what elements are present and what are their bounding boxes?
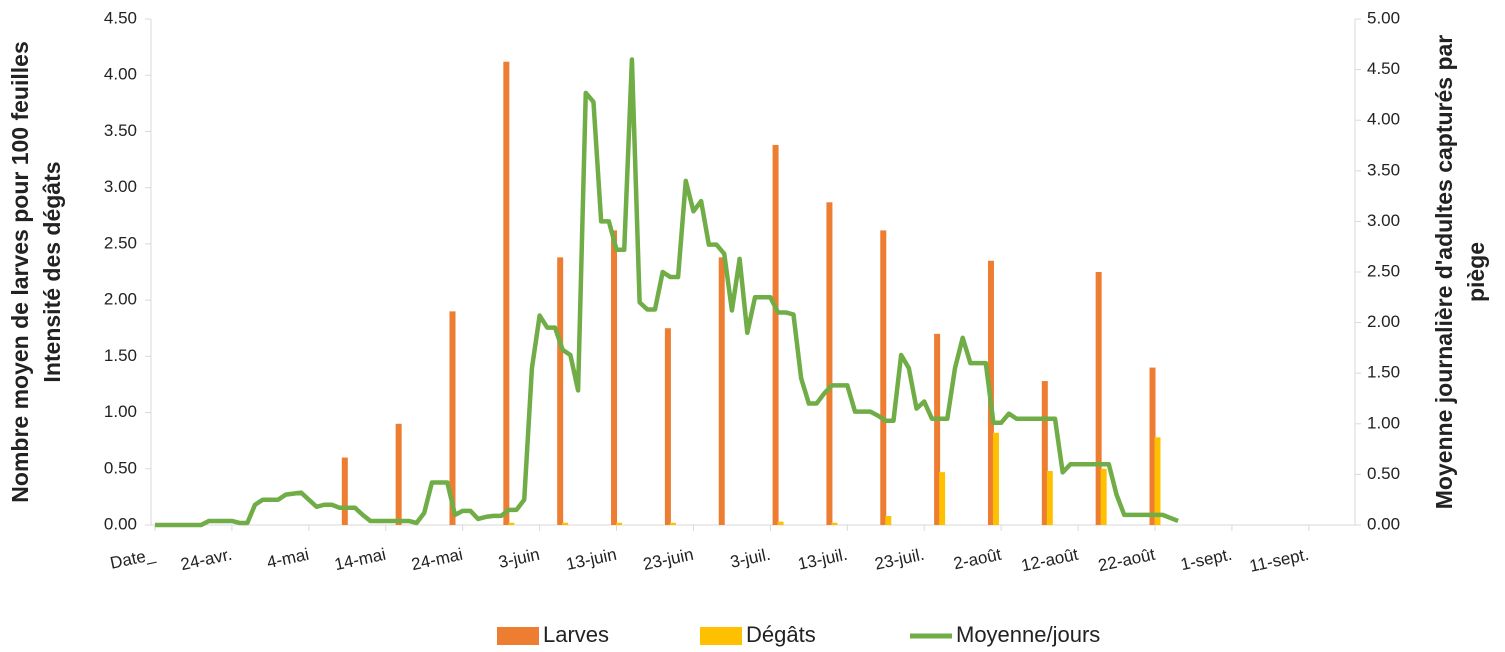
x-tick-label: 23-juin xyxy=(641,545,695,574)
legend-label: Dégâts xyxy=(746,622,816,647)
y-tick-label: 0.00 xyxy=(104,514,137,533)
y-axis-title: Nombre moyen de larves pour 100 feuilles xyxy=(7,41,33,502)
bar xyxy=(616,522,623,525)
y-tick-label: 2.50 xyxy=(104,233,137,252)
x-tick-label: 4-mai xyxy=(265,545,311,572)
bar xyxy=(557,257,564,525)
x-tick-label: 24-avr. xyxy=(179,545,234,574)
bar xyxy=(562,522,569,525)
bar xyxy=(611,230,618,525)
bar xyxy=(669,522,676,525)
y2-tick-label: 3.00 xyxy=(1367,211,1400,230)
x-tick-label: 3-juil. xyxy=(728,545,772,572)
y-tick-label: 3.50 xyxy=(104,121,137,140)
x-tick-label: 3-juin xyxy=(497,545,542,572)
y2-axis-title: Moyenne journalière d'adultes capturés p… xyxy=(1431,35,1457,510)
line-series xyxy=(155,57,1179,528)
y2-tick-label: 4.00 xyxy=(1367,110,1400,129)
y2-tick-label: 0.00 xyxy=(1367,514,1400,533)
bar xyxy=(664,328,671,525)
bar xyxy=(934,333,941,525)
y2-tick-label: 4.50 xyxy=(1367,59,1400,78)
legend-swatch xyxy=(497,627,539,645)
y-tick-label: 4.50 xyxy=(104,8,137,27)
x-tick-label: 14-mai xyxy=(333,545,388,574)
bar xyxy=(1046,471,1053,525)
y-tick-label: 1.50 xyxy=(104,346,137,365)
x-tick-label: 1-sept. xyxy=(1179,545,1234,574)
bar xyxy=(1149,367,1156,525)
x-tick-label: 22-août xyxy=(1096,545,1157,576)
y2-tick-label: 0.50 xyxy=(1367,464,1400,483)
bar xyxy=(449,311,456,525)
bar xyxy=(395,423,402,525)
y2-tick-label: 5.00 xyxy=(1367,8,1400,27)
bar xyxy=(831,522,838,525)
y-axis-title: Intensité des dégâts xyxy=(39,161,65,382)
x-tick-label: 12-août xyxy=(1019,545,1080,576)
bar xyxy=(1100,468,1107,525)
x-tick-label: 24-mai xyxy=(410,545,465,574)
x-tick-label: 13-juin xyxy=(564,545,618,574)
bar xyxy=(508,522,515,525)
x-tick-label: 11-sept. xyxy=(1248,545,1311,576)
x-tick-label: 2-août xyxy=(952,545,1003,574)
y-tick-label: 0.50 xyxy=(104,458,137,477)
y-tick-label: 3.00 xyxy=(104,177,137,196)
bar xyxy=(341,457,348,525)
y2-tick-label: 3.50 xyxy=(1367,160,1400,179)
bar xyxy=(1154,437,1161,525)
y2-tick-label: 1.00 xyxy=(1367,413,1400,432)
y2-tick-label: 2.50 xyxy=(1367,261,1400,280)
x-tick-label: Date_ xyxy=(108,545,157,573)
y-tick-label: 4.00 xyxy=(104,65,137,84)
bar xyxy=(992,432,999,525)
legend-swatch xyxy=(700,627,742,645)
bar xyxy=(826,202,833,526)
y-tick-label: 2.00 xyxy=(104,290,137,309)
bar xyxy=(1095,272,1102,525)
bar xyxy=(772,144,779,525)
bar xyxy=(885,516,892,525)
bar xyxy=(880,230,887,525)
y2-tick-label: 2.00 xyxy=(1367,312,1400,331)
legend-label: Moyenne/jours xyxy=(956,622,1100,647)
x-tick-label: 23-juil. xyxy=(873,545,926,574)
bar xyxy=(939,472,946,525)
y-tick-label: 1.00 xyxy=(104,402,137,421)
bar xyxy=(503,61,510,526)
y2-axis-title: piège xyxy=(1463,242,1489,302)
bar xyxy=(718,257,725,525)
legend-label: Larves xyxy=(543,622,609,647)
y2-tick-label: 1.50 xyxy=(1367,363,1400,382)
x-tick-label: 13-juil. xyxy=(796,545,849,574)
bar xyxy=(1041,381,1048,525)
bar xyxy=(777,521,784,525)
